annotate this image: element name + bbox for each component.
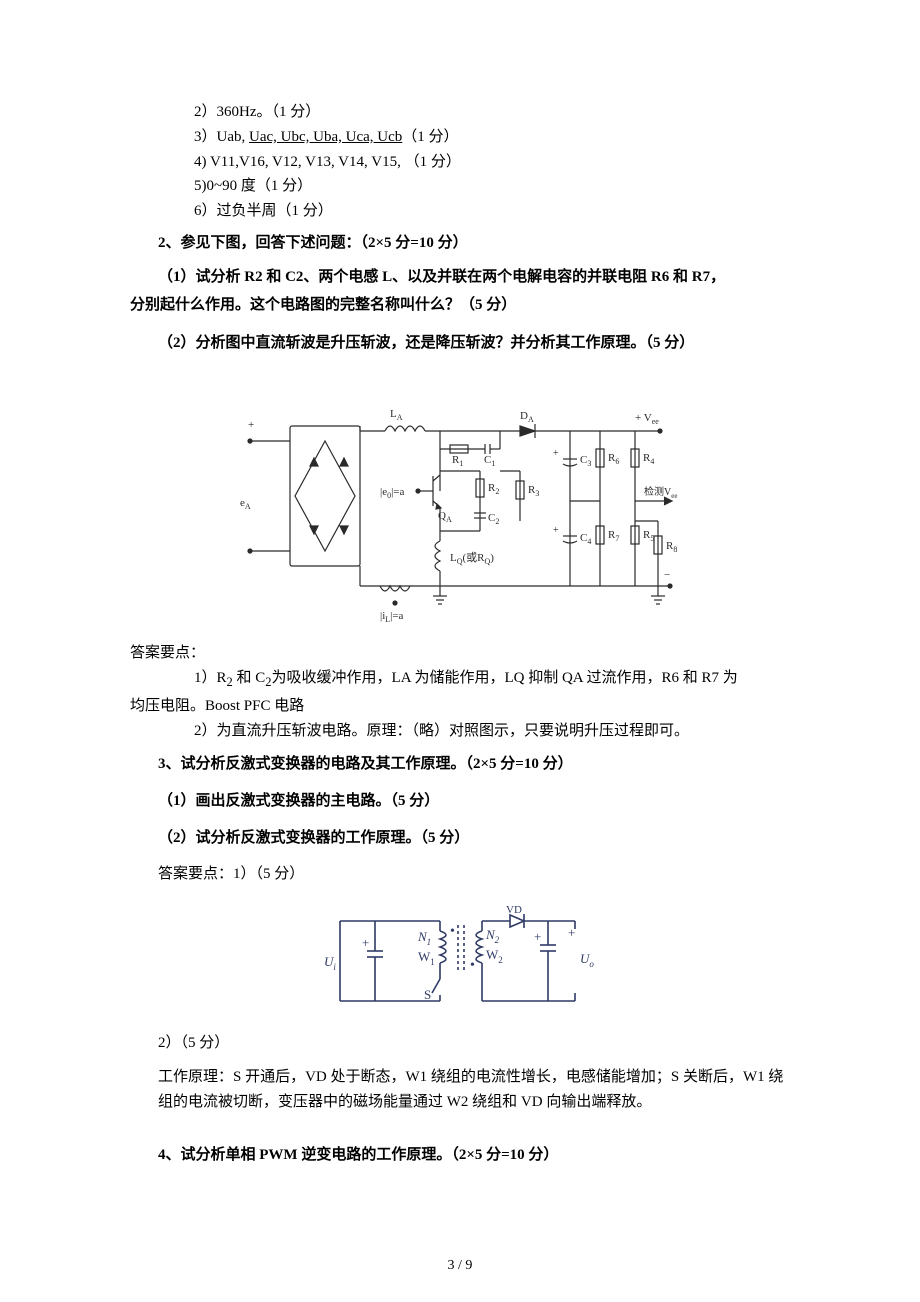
text: （1 分） — [402, 129, 458, 145]
q2-answer-1: 1）R2 和 C2为吸收缓冲作用，LA 为储能作用，LQ 抑制 QA 过流作用，… — [130, 666, 790, 693]
svg-text:|iL|=a: |iL|=a — [380, 610, 404, 624]
svg-text:R5: R5 — [643, 529, 654, 543]
answer-line-6: 6）过负半周（1 分） — [130, 199, 790, 224]
svg-text:LA: LA — [390, 408, 403, 422]
svg-text:N2: N2 — [485, 927, 500, 945]
answer-line-4: 4) V11,V16, V12, V13, V14, V15, （1 分） — [130, 150, 790, 175]
svg-text:+: + — [362, 935, 369, 950]
svg-text:R7: R7 — [608, 529, 619, 543]
text: 分别起什么作用。这个电路图的完整名称叫什么？（5 分） — [130, 297, 516, 313]
svg-text:检测Vee: 检测Vee — [644, 485, 677, 500]
svg-text:Ui: Ui — [324, 954, 336, 972]
svg-text:R1: R1 — [452, 454, 463, 468]
q3-answer-label: 答案要点：1）（5 分） — [130, 862, 790, 888]
svg-text:−: − — [664, 569, 670, 581]
q2-sub2: （2）分析图中直流斩波是升压斩波，还是降压斩波？并分析其工作原理。（5 分） — [130, 330, 790, 357]
svg-text:R4: R4 — [643, 452, 654, 466]
q3-sub2: （2）试分析反激式变换器的工作原理。（5 分） — [130, 825, 790, 852]
text: （1）试分析 R2 和 C2、两个电感 L、以及并联在两个电解电容的并联电阻 R… — [158, 269, 725, 285]
svg-text:+: + — [553, 525, 559, 536]
q3-heading: 3、试分析反激式变换器的电路及其工作原理。（2×5 分=10 分） — [130, 751, 790, 778]
figure-flyback: Ui + N1 W1 • S — [130, 901, 790, 1021]
svg-text:+: + — [553, 448, 559, 459]
answer-line-2: 2）360Hz。（1 分） — [130, 100, 790, 125]
svg-text:R6: R6 — [608, 452, 619, 466]
text: 为吸收缓冲作用，LA 为储能作用，LQ 抑制 QA 过流作用，R6 和 R7 为 — [272, 670, 738, 686]
svg-text:N1: N1 — [417, 929, 431, 947]
svg-text:W2: W2 — [486, 947, 503, 965]
svg-text:W1: W1 — [418, 949, 435, 967]
figure-boost-pfc: + eA LA DA + — [130, 371, 790, 631]
page-number: 3 / 9 — [0, 1258, 920, 1274]
svg-text:C1: C1 — [484, 454, 495, 468]
svg-text:DA: DA — [520, 410, 534, 424]
page: 2）360Hz。（1 分） 3）Uab, Uac, Ubc, Uba, Uca,… — [0, 0, 920, 1302]
svg-text:R8: R8 — [666, 540, 677, 554]
svg-text:S: S — [424, 987, 431, 1002]
q3-sub1: （1）画出反激式变换器的主电路。（5 分） — [130, 788, 790, 815]
svg-text:+: + — [534, 929, 541, 944]
svg-text:LQ(或RQ): LQ(或RQ) — [450, 551, 494, 566]
q2-answer-label: 答案要点： — [130, 641, 790, 667]
svg-text:+ Vee: + Vee — [635, 412, 659, 426]
svg-text:+: + — [248, 419, 254, 431]
answer-line-5: 5)0~90 度（1 分） — [130, 174, 790, 199]
text: 3）Uab, — [194, 129, 249, 145]
q3-principle: 工作原理：S 开通后，VD 处于断态，W1 绕组的电流性增长，电感储能增加；S … — [130, 1065, 790, 1116]
svg-text:C4: C4 — [580, 532, 591, 546]
svg-text:C3: C3 — [580, 454, 591, 468]
svg-text:•: • — [450, 924, 455, 939]
text: 和 C — [233, 670, 266, 686]
svg-text:Uo: Uo — [580, 951, 594, 969]
answer-line-3: 3）Uab, Uac, Ubc, Uba, Uca, Ucb（1 分） — [130, 125, 790, 150]
q3-answer-2-label: 2）（5 分） — [130, 1031, 790, 1057]
svg-text:R3: R3 — [528, 484, 539, 498]
svg-text:R2: R2 — [488, 482, 499, 496]
svg-text:VD: VD — [506, 904, 522, 916]
underlined-text: Uac, Ubc, Uba, Uca, Ucb — [249, 129, 402, 145]
q2-answer-2: 2）为直流升压斩波电路。原理：（略）对照图示，只要说明升压过程即可。 — [130, 719, 790, 745]
svg-text:eA: eA — [240, 497, 251, 511]
q2-heading: 2、参见下图，回答下述问题：（2×5 分=10 分） — [130, 230, 790, 257]
q2-answer-1b: 均压电阻。Boost PFC 电路 — [130, 694, 790, 720]
svg-text:•: • — [470, 958, 475, 973]
text: 1）R — [194, 670, 227, 686]
svg-text:+: + — [568, 925, 575, 940]
q2-sub1b: 分别起什么作用。这个电路图的完整名称叫什么？（5 分） — [130, 291, 790, 320]
svg-text:|e0|=a: |e0|=a — [380, 486, 404, 500]
svg-text:C2: C2 — [488, 512, 499, 526]
q2-sub1: （1）试分析 R2 和 C2、两个电感 L、以及并联在两个电解电容的并联电阻 R… — [130, 263, 790, 292]
q4-heading: 4、试分析单相 PWM 逆变电路的工作原理。（2×5 分=10 分） — [130, 1142, 790, 1169]
